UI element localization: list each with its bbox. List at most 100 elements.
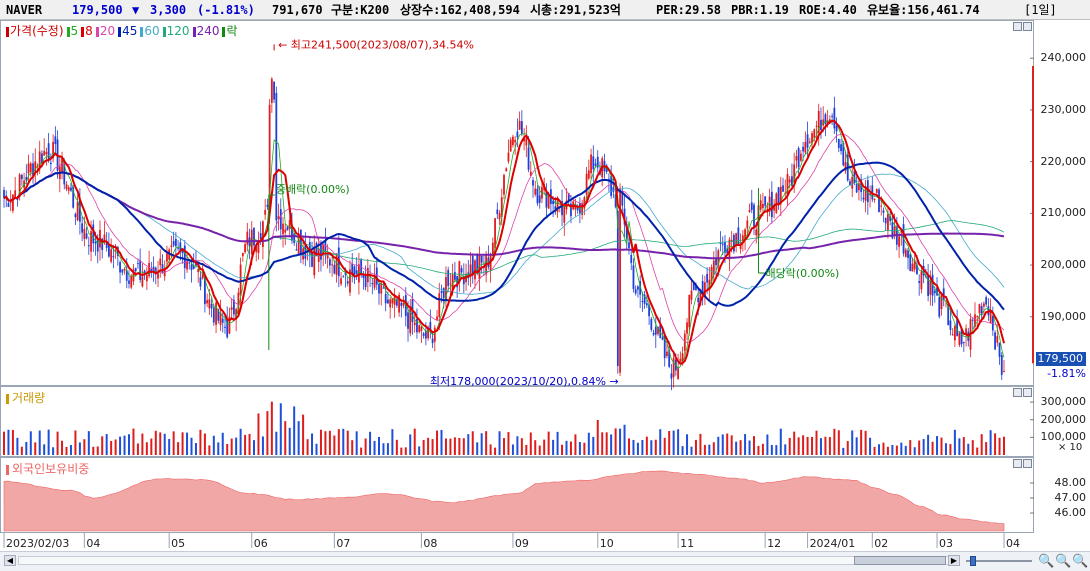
candle-body: [179, 242, 182, 252]
volume-bar: [949, 444, 952, 455]
volume-bar: [985, 442, 988, 455]
legend-item-label[interactable]: 8: [85, 24, 93, 38]
panel-close-button[interactable]: [1023, 22, 1032, 31]
volume-bar: [462, 438, 465, 455]
candle-body: [505, 168, 508, 172]
zoom-reset-icon[interactable]: 🔍: [1072, 554, 1089, 569]
legend-item-label[interactable]: 20: [99, 24, 116, 38]
foreign-close-button[interactable]: [1023, 459, 1032, 468]
volume-bar: [596, 419, 599, 455]
candle-body: [683, 333, 686, 351]
legend-item-label[interactable]: 락: [226, 24, 238, 38]
zoom-in-icon[interactable]: 🔍: [1055, 554, 1072, 569]
volume-bar: [145, 442, 148, 455]
volume-bar: [900, 442, 903, 455]
candle-body: [469, 264, 472, 278]
candle-body: [7, 203, 10, 207]
volume-bar: [337, 429, 340, 455]
candle-body: [974, 314, 976, 327]
volume-bar: [766, 434, 769, 455]
candle-body: [976, 316, 979, 318]
volume-bar: [181, 432, 184, 455]
foreign-minimize-button[interactable]: [1013, 459, 1022, 468]
volume-bar: [927, 434, 930, 455]
zoom-out-icon[interactable]: 🔍: [1038, 554, 1055, 569]
legend-item-label[interactable]: 120: [166, 24, 190, 38]
candle-body: [619, 188, 621, 373]
scroll-right-icon[interactable]: ▶: [948, 555, 960, 566]
candle-body: [884, 217, 887, 224]
candle-body: [94, 241, 97, 244]
zoom-slider-handle[interactable]: [970, 556, 976, 566]
volume-bar: [770, 445, 773, 455]
price-panel[interactable]: [0, 20, 1034, 386]
candle-body: [317, 248, 320, 262]
legend-item-label[interactable]: 60: [144, 24, 160, 38]
foreign-y-axis: 48.00 47.00 46.00: [1034, 457, 1090, 533]
candle-body: [391, 298, 394, 304]
volume-minimize-button[interactable]: [1013, 388, 1022, 397]
candle-body: [239, 264, 242, 296]
candle-body: [496, 209, 499, 215]
candle-body: [741, 235, 744, 242]
legend-item-label[interactable]: 45: [122, 24, 138, 38]
candle-body: [384, 293, 387, 304]
candle-body: [773, 205, 775, 211]
candle-body: [474, 260, 476, 280]
stock-name[interactable]: NAVER: [6, 3, 43, 17]
x-tick-label: 06: [253, 537, 268, 550]
candle-body: [331, 264, 334, 266]
candle-body: [737, 227, 740, 246]
candle-body: [978, 304, 981, 314]
volume-bar: [328, 430, 331, 455]
zoom-slider-track[interactable]: [966, 560, 1032, 562]
legend-item-label[interactable]: 240: [196, 24, 220, 38]
volume-bar: [212, 435, 215, 455]
candle-body: [326, 254, 329, 259]
panel-minimize-button[interactable]: [1013, 22, 1022, 31]
legend-swatch: [162, 26, 166, 37]
volume-bar: [886, 446, 889, 455]
x-tick-label: 12: [767, 537, 782, 550]
candle-body: [735, 233, 738, 247]
volume-bar: [485, 431, 488, 455]
volume-close-button[interactable]: [1023, 388, 1032, 397]
volume-bar: [311, 433, 314, 455]
candle-body: [112, 256, 115, 258]
volume-bar: [654, 439, 657, 455]
candle-body: [677, 367, 680, 380]
current-price: 179,500: [72, 3, 123, 17]
candle-body: [690, 290, 693, 300]
candle-body: [820, 119, 822, 131]
candle-body: [34, 161, 37, 171]
roe-value: ROE:4.40: [799, 3, 857, 17]
candle-body: [206, 300, 209, 304]
candle-body: [608, 178, 610, 180]
scrollbar-thumb[interactable]: [854, 556, 946, 565]
legend-item-label[interactable]: 가격(수정): [10, 24, 64, 38]
candle-body: [929, 280, 932, 295]
trade-volume: 791,670: [272, 3, 323, 17]
candle-body: [529, 171, 532, 176]
volume-bar: [217, 442, 220, 455]
volume-bar: [516, 436, 519, 455]
candle-body: [681, 353, 684, 364]
legend-item-label[interactable]: 5: [70, 24, 79, 38]
volume-bar: [186, 432, 189, 455]
candle-body: [462, 276, 465, 285]
volume-bar: [476, 442, 479, 455]
volume-bar: [61, 440, 64, 455]
volume-bar: [230, 438, 233, 455]
candle-body: [920, 271, 923, 290]
period-selector[interactable]: [1일]: [1024, 3, 1057, 17]
volume-bar: [382, 443, 385, 455]
horizontal-scrollbar[interactable]: [18, 556, 958, 565]
candle-body: [210, 304, 213, 309]
volume-bar: [967, 443, 970, 455]
candle-body: [407, 312, 409, 329]
candle-body: [654, 326, 657, 335]
scroll-left-icon[interactable]: ◀: [4, 555, 16, 566]
candle-body: [793, 164, 796, 182]
volume-bar: [699, 433, 702, 455]
